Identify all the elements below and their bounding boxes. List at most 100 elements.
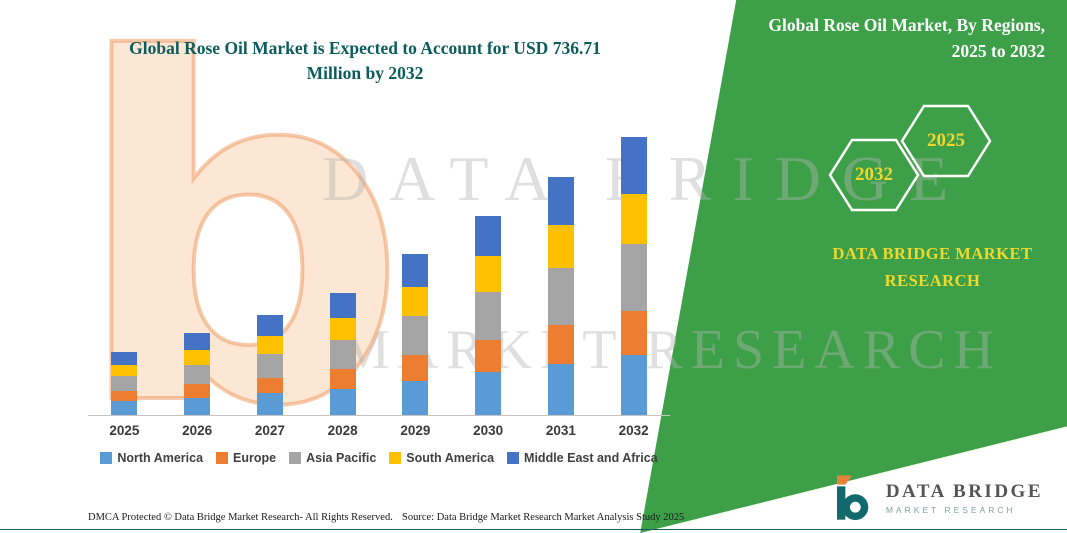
bar-segment-2027-europe	[256, 377, 283, 394]
brand-line1: DATA BRIDGE MARKET	[832, 244, 1033, 263]
bar-segment-2025-middle-east-and-africa	[111, 352, 138, 365]
bar-segment-2030-north-america	[475, 371, 502, 415]
x-label-2028: 2028	[327, 423, 358, 438]
bar-2032	[620, 136, 647, 415]
bar-segment-2027-asia-pacific	[256, 353, 283, 378]
chart-title-line1: Global Rose Oil Market is Expected to Ac…	[129, 38, 601, 58]
bar-segment-2029-asia-pacific	[402, 316, 429, 355]
bar-segment-2025-europe	[111, 391, 138, 402]
bar-segment-2028-asia-pacific	[329, 340, 356, 370]
legend-label: South America	[406, 451, 495, 465]
bar-segment-2028-europe	[329, 369, 356, 389]
x-label-2029: 2029	[400, 423, 431, 438]
hexagon-badge-2025: 2025	[900, 104, 992, 178]
x-label-2027: 2027	[254, 423, 285, 438]
legend-swatch-icon	[389, 452, 402, 464]
bar-segment-2029-north-america	[402, 380, 429, 415]
bar-segment-2031-south-america	[547, 225, 574, 269]
bar-2027	[256, 315, 283, 415]
hexagon-year-front: 2025	[927, 130, 965, 151]
bar-2029	[402, 254, 429, 415]
bar-segment-2031-middle-east-and-africa	[547, 176, 574, 226]
bar-segment-2026-europe	[184, 384, 211, 398]
data-bridge-logo-icon	[836, 475, 869, 521]
logo-subtitle: MARKET RESEARCH	[885, 505, 1016, 515]
bar-segment-2032-europe	[620, 310, 647, 356]
bar-segment-2030-south-america	[475, 255, 502, 292]
legend-label: Asia Pacific	[306, 451, 377, 465]
x-label-2026: 2026	[182, 423, 213, 438]
bar-2030	[475, 215, 502, 415]
bottom-divider	[0, 528, 1067, 530]
source-note: Source: Data Bridge Market Research Mark…	[402, 512, 685, 523]
bar-segment-2026-north-america	[184, 397, 211, 415]
stacked-bar-chart: 2025 2026 2027 2028 2029 2030 2031 2032 North A…	[88, 124, 670, 465]
bar-2031	[547, 176, 574, 415]
hexagon-badge-2032: 2032	[828, 138, 920, 212]
legend-label: Middle East and Africa	[524, 451, 658, 465]
legend-item-asia-pacific: Asia Pacific	[289, 451, 376, 465]
legend-item-south-america: South America	[389, 451, 494, 465]
bar-segment-2025-north-america	[111, 401, 138, 415]
x-label-2032: 2032	[618, 423, 649, 438]
bar-segment-2029-europe	[402, 354, 429, 381]
legend-label: Europe	[233, 451, 277, 465]
data-bridge-logo: DATA BRIDGE MARKET RESEARCH	[827, 473, 1043, 523]
x-axis-labels: 2025 2026 2027 2028 2029 2030 2031 2032	[88, 416, 670, 438]
panel-title-line2: 2025 to 2032	[951, 41, 1045, 62]
x-label-2030: 2030	[473, 423, 504, 438]
bar-segment-2031-asia-pacific	[547, 268, 574, 326]
bar-segment-2027-north-america	[256, 393, 283, 415]
bar-segment-2029-middle-east-and-africa	[402, 254, 429, 288]
legend-swatch-icon	[289, 452, 302, 464]
bar-2025	[111, 352, 138, 415]
legend-item-middle-east-and-africa: Middle East and Africa	[507, 451, 658, 465]
bar-segment-2029-south-america	[402, 287, 429, 317]
chart-title: Global Rose Oil Market is Expected to Ac…	[90, 36, 640, 87]
x-label-2025: 2025	[109, 423, 140, 438]
legend-label: North America	[117, 451, 204, 465]
bar-segment-2026-asia-pacific	[184, 364, 211, 385]
hexagon-year-back: 2032	[855, 164, 893, 185]
hexagon-outline-icon	[900, 104, 992, 178]
bar-segment-2026-south-america	[184, 350, 211, 365]
legend-item-europe: Europe	[216, 451, 276, 465]
bar-2028	[329, 293, 356, 415]
plot-area	[88, 124, 670, 416]
chart-legend: North America Europe Asia Pacific South Ame…	[88, 451, 670, 465]
bar-segment-2030-middle-east-and-africa	[475, 215, 502, 256]
brand-line2: RESEARCH	[884, 271, 981, 291]
bar-segment-2030-europe	[475, 339, 502, 372]
legend-swatch-icon	[507, 452, 520, 464]
bar-segment-2027-middle-east-and-africa	[256, 315, 283, 336]
panel-title-line1: Global Rose Oil Market, By Regions,	[768, 15, 1045, 35]
bar-segment-2027-south-america	[256, 335, 283, 354]
brand-wordmark: DATA BRIDGE MARKET RESEARCH	[800, 240, 1065, 294]
bar-segment-2028-north-america	[329, 388, 356, 415]
hexagon-outline-icon	[828, 138, 920, 212]
dmca-notice: DMCA Protected © Data Bridge Market Rese…	[88, 512, 393, 523]
watermark-text-line2: MARKET RESEARCH	[340, 319, 1002, 381]
bar-segment-2032-middle-east-and-africa	[620, 136, 647, 194]
bar-segment-2031-north-america	[547, 363, 574, 415]
bar-segment-2031-europe	[547, 325, 574, 364]
bar-segment-2030-asia-pacific	[475, 291, 502, 340]
bar-segment-2028-middle-east-and-africa	[329, 293, 356, 319]
logo-text: DATA BRIDGE MARKET RESEARCH	[886, 481, 1043, 515]
chart-title-line2: Million by 2032	[306, 63, 424, 84]
bar-2026	[184, 333, 211, 415]
legend-swatch-icon	[100, 452, 113, 464]
bar-segment-2025-asia-pacific	[111, 376, 138, 392]
bar-segment-2028-south-america	[329, 318, 356, 341]
legend-item-north-america: North America	[100, 451, 203, 465]
bar-segment-2032-south-america	[620, 193, 647, 244]
x-label-2031: 2031	[545, 423, 576, 438]
bar-segment-2025-south-america	[111, 364, 138, 377]
logo-name: DATA BRIDGE	[885, 481, 1043, 502]
bar-segment-2026-middle-east-and-africa	[184, 333, 211, 351]
panel-title: Global Rose Oil Market, By Regions, 2025…	[715, 12, 1045, 65]
bar-segment-2032-north-america	[620, 355, 647, 415]
legend-swatch-icon	[216, 452, 229, 464]
bar-segment-2032-asia-pacific	[620, 243, 647, 311]
